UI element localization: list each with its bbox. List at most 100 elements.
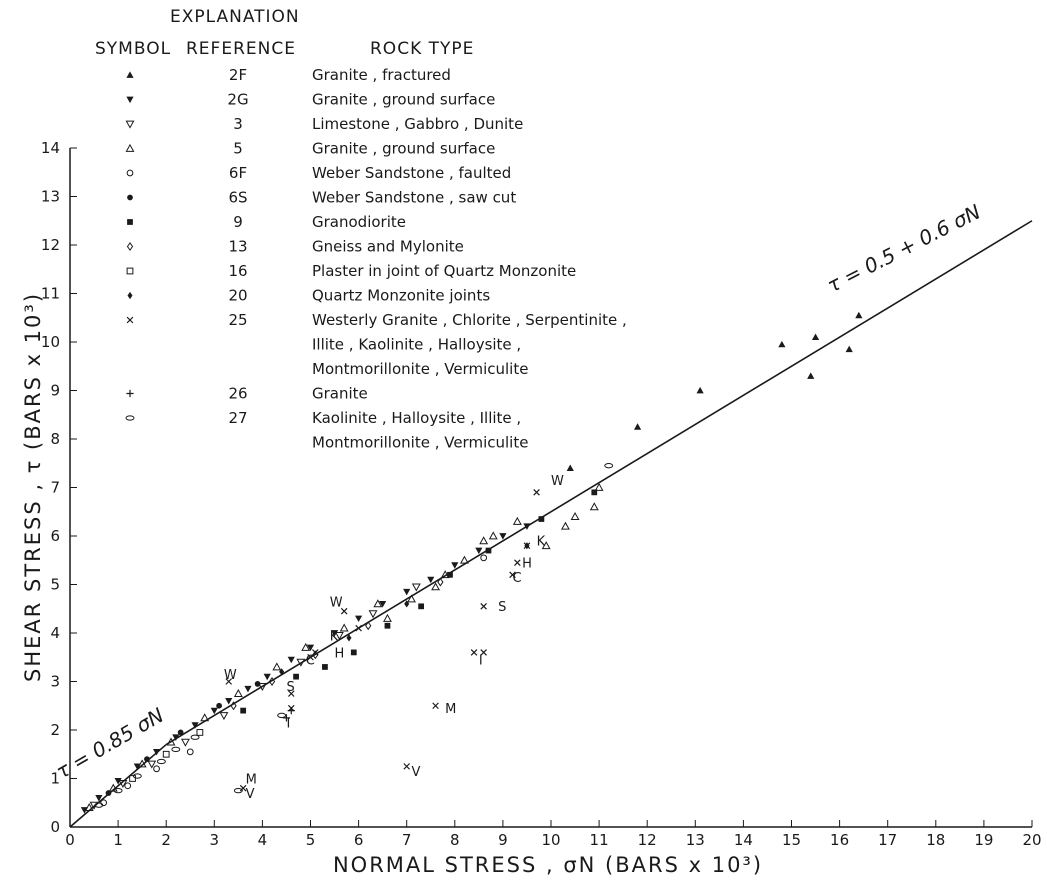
- data-point: [166, 737, 176, 746]
- legend-reference: 25: [228, 311, 247, 329]
- data-point: [480, 603, 487, 610]
- x-tick-label: 8: [450, 831, 460, 849]
- data-point: [365, 621, 372, 631]
- data-point: [594, 482, 604, 491]
- data-point: [404, 600, 410, 608]
- data-point: [340, 607, 348, 615]
- data-point: [137, 759, 147, 768]
- legend-rock-type: Montmorillonite , Vermiculite: [312, 434, 528, 452]
- legend-entry: 26 Granite: [126, 385, 368, 403]
- data-point: [191, 722, 199, 729]
- legend-entry: 2F Granite , fractured: [126, 66, 451, 84]
- legend-rock-type: Plaster in joint of Quartz Monzonite: [312, 262, 576, 280]
- y-tick-label: 4: [50, 624, 60, 642]
- data-point: [124, 782, 132, 790]
- legend-title: EXPLANATION: [170, 7, 300, 27]
- y-tick-label: 13: [41, 188, 60, 206]
- x-tick-label: 12: [638, 831, 657, 849]
- point-label: I: [479, 654, 483, 669]
- data-point: [373, 599, 383, 608]
- data-point: [379, 601, 387, 608]
- fit-line: [69, 743, 167, 828]
- x-tick-label: 6: [354, 831, 364, 849]
- point-label: S: [286, 680, 294, 695]
- data-point: [368, 610, 378, 619]
- data-point: [162, 750, 170, 758]
- data-point: [272, 662, 282, 671]
- fit-equation-label: τ = 0.5 + 0.6 σN: [823, 199, 984, 297]
- data-point: [591, 489, 598, 496]
- data-point: [277, 712, 287, 719]
- data-point: [589, 502, 599, 511]
- data-points: [80, 311, 863, 814]
- legend-reference: 9: [233, 213, 243, 231]
- data-point: [696, 386, 704, 394]
- point-label: V: [412, 765, 421, 780]
- data-point: [172, 734, 180, 741]
- data-point: [480, 649, 487, 656]
- y-tick-label: 3: [50, 673, 60, 691]
- x-tick-label: 15: [782, 831, 801, 849]
- x-tick-label: 4: [258, 831, 268, 849]
- data-point: [845, 345, 853, 353]
- data-point: [244, 685, 252, 693]
- data-point: [533, 489, 540, 496]
- data-point: [186, 748, 194, 756]
- data-point: [479, 536, 489, 545]
- y-tick-label: 0: [50, 818, 60, 836]
- data-point: [322, 664, 328, 670]
- data-point: [566, 464, 574, 471]
- legend-reference: 3: [233, 115, 243, 133]
- data-point: [287, 690, 295, 697]
- y-tick-label: 2: [50, 721, 60, 739]
- legend-rows: 2F Granite , fractured 2G Granite , ground …: [125, 66, 627, 452]
- legend-reference: 13: [228, 238, 247, 256]
- legend-symbol: [126, 267, 134, 275]
- x-tick-label: 19: [974, 831, 993, 849]
- legend-entry: 9 Granodiorite: [127, 213, 406, 231]
- data-point: [488, 531, 498, 540]
- x-tick-label: 5: [306, 831, 316, 849]
- point-label: M: [445, 702, 456, 717]
- data-point: [219, 712, 229, 721]
- data-point: [190, 734, 200, 740]
- y-tick-label: 14: [41, 139, 60, 157]
- legend-rock-type: Weber Sandstone , faulted: [312, 164, 511, 182]
- point-label: H: [522, 557, 532, 572]
- data-point: [95, 795, 103, 802]
- x-tick-label: 1: [113, 831, 123, 849]
- legend-rock-type: Kaolinite , Halloysite , Illite ,: [312, 409, 521, 427]
- legend-reference: 5: [233, 140, 243, 158]
- data-point: [541, 541, 551, 550]
- point-label: W: [551, 474, 564, 489]
- point-label: I: [286, 717, 290, 732]
- legend-entry: 3 Limestone , Gabbro , Dunite: [125, 115, 523, 133]
- data-point: [633, 423, 642, 430]
- data-point: [470, 649, 478, 656]
- legend-entry: 6F Weber Sandstone , faulted: [126, 164, 511, 182]
- data-point: [447, 571, 453, 578]
- x-tick-label: 17: [878, 831, 897, 849]
- data-point: [403, 763, 411, 770]
- data-point: [312, 649, 319, 656]
- legend-symbol: [127, 194, 133, 201]
- legend-rock-type: Granite: [312, 385, 368, 403]
- y-tick-label: 9: [50, 382, 60, 400]
- data-point: [108, 783, 118, 792]
- legend-rock-type: Montmorillonite , Vermiculite: [312, 360, 528, 378]
- data-point: [177, 729, 184, 736]
- data-point: [114, 778, 122, 785]
- data-point: [200, 713, 210, 722]
- legend-entry: 27 Kaolinite , Halloysite , Illite , Montm…: [125, 409, 528, 452]
- legend-reference: 6S: [228, 189, 247, 207]
- data-point: [570, 511, 580, 520]
- legend-rock-type: Westerly Granite , Chlorite , Serpentini…: [312, 311, 627, 329]
- y-tick-label: 12: [41, 236, 60, 254]
- x-tick-label: 11: [590, 831, 609, 849]
- legend-reference: 27: [228, 409, 247, 427]
- legend-symbol: [125, 120, 135, 129]
- data-point: [411, 583, 421, 592]
- point-label: W: [330, 595, 343, 610]
- data-point: [100, 799, 108, 807]
- point-label: K: [537, 535, 546, 550]
